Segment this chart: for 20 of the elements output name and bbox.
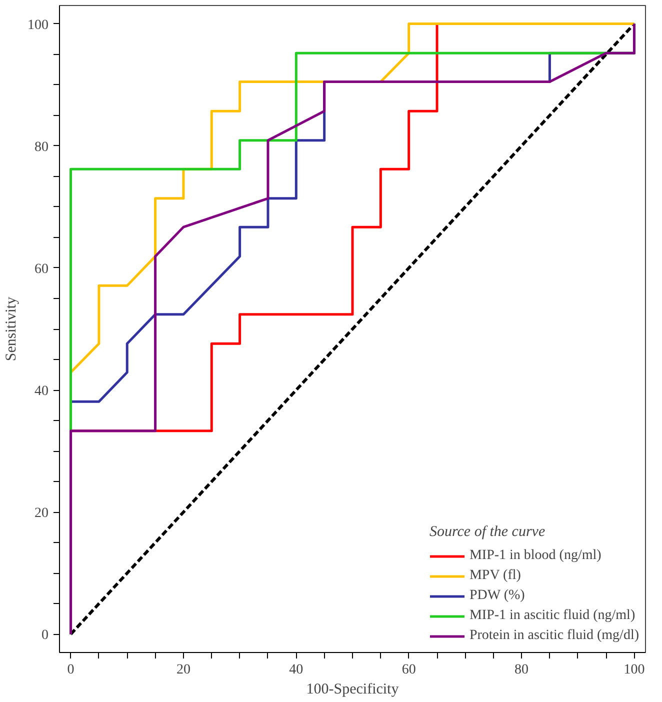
legend-label: MIP-1 in ascitic fluid (ng/ml) bbox=[469, 608, 636, 624]
y-tick-label: 60 bbox=[34, 262, 48, 277]
y-tick-label: 20 bbox=[34, 506, 48, 522]
x-tick-label: 80 bbox=[514, 662, 529, 678]
legend-label: MPV (fl) bbox=[469, 568, 521, 584]
legend-title: Source of the curve bbox=[429, 524, 546, 541]
x-tick-label: 40 bbox=[289, 662, 304, 678]
legend-label: MIP-1 in blood (ng/ml) bbox=[469, 548, 602, 564]
x-tick-label: 20 bbox=[176, 662, 190, 678]
y-tick-label: 100 bbox=[28, 18, 48, 33]
legend-label: PDW (%) bbox=[469, 588, 525, 604]
legend-label: Protein in ascitic fluid (mg/dl) bbox=[469, 628, 639, 644]
y-tick-label: 0 bbox=[42, 628, 48, 644]
y-axis-title: Sensitivity bbox=[4, 296, 20, 362]
y-tick-label: 80 bbox=[34, 140, 48, 155]
x-tick-label: 100 bbox=[624, 662, 645, 678]
x-tick-label: 60 bbox=[402, 662, 416, 678]
x-axis-title: 100-Specificity bbox=[306, 682, 400, 698]
x-tick-label: 0 bbox=[67, 662, 74, 678]
y-tick-label: 40 bbox=[34, 384, 48, 400]
